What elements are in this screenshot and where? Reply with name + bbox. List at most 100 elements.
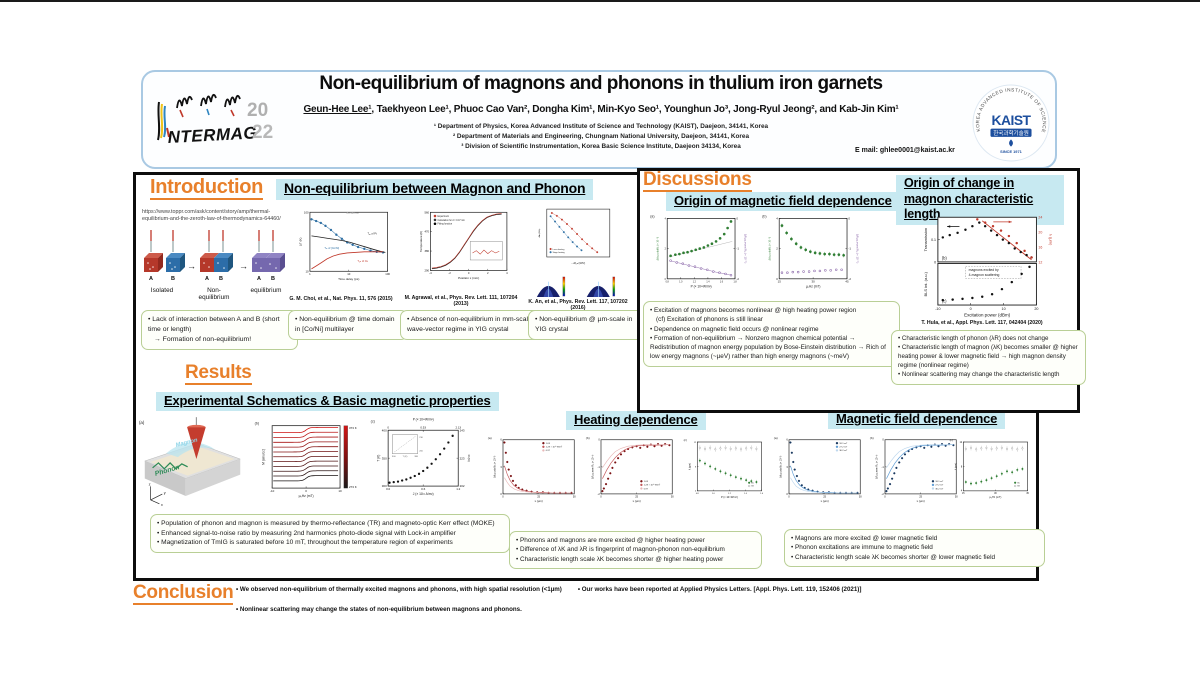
fig-magnetic-a: (a) 0 25 50 0 3 6 x (µm) Δθ₂ω,odd/θ₀ (× 10⁻³) 18.… [770, 433, 865, 513]
affiliation-3: ³ Division of Scientific Instrumentation… [461, 142, 741, 150]
svg-text:2: 2 [776, 247, 778, 251]
intro-heading: Introduction [150, 176, 264, 200]
arrow-icon: → [239, 261, 248, 271]
cubes-caption-equilibrium: equilibrium [251, 287, 282, 294]
svg-text:223: 223 [460, 456, 465, 460]
svg-text:(a): (a) [488, 436, 492, 440]
kaist-flame-icon [1009, 139, 1013, 147]
svg-text:T (K): T (K) [376, 455, 380, 462]
svg-text:0: 0 [786, 492, 788, 496]
svg-text:(c): (c) [950, 438, 953, 442]
svg-text:µ₀Hz (mT): µ₀Hz (mT) [299, 494, 314, 498]
svg-text:0: 0 [934, 260, 936, 264]
svg-text:10: 10 [338, 489, 342, 493]
svg-text:λ (µm): λ (µm) [1049, 234, 1054, 246]
svg-text:36.2 mT: 36.2 mT [839, 450, 848, 452]
svg-text:P (× 10¹¹W/m³): P (× 10¹¹W/m³) [721, 495, 738, 499]
svg-text:x (µm): x (µm) [535, 499, 543, 503]
svg-text:0: 0 [598, 438, 600, 442]
svg-text:Fitting function: Fitting function [438, 223, 453, 226]
intermag-scribble [176, 95, 193, 109]
intermag-stroke-blue [163, 105, 167, 138]
cubes-caption-isolated: Isolated [151, 287, 174, 294]
cube-label: A [205, 276, 209, 282]
discussions-bullet-box-2: • Characteristic length of phonon (λR) d… [891, 330, 1086, 385]
svg-text:0: 0 [736, 216, 738, 220]
results-heading: Results [185, 362, 252, 385]
heating-bullet-box: • Phonons and magnons are more excited @… [509, 531, 762, 569]
phonon-wave [152, 462, 188, 470]
svg-text:(c): (c) [684, 438, 687, 442]
fig-magnetic-b: (b) 0 25 50 -2 -1 0 x (µm) ΔR₂ω,even/R₀ (× 10⁻⁴)… [866, 433, 961, 513]
svg-text:230: 230 [419, 437, 423, 439]
svg-text:-2: -2 [848, 277, 851, 281]
fig-heating-b: (b) 0 25 50 -2 -1 0 x (µm) ΔR₂ω,even/R₀ (× 10⁻⁴)… [582, 433, 677, 513]
conclusion-bullet-1: • We observed non-equilibrium of thermal… [236, 586, 562, 593]
citation-agrawal: M. Agrawal, et al., Phys. Rev. Lett. 111… [404, 295, 518, 307]
svg-text:10: 10 [1002, 307, 1006, 311]
svg-text:λK: λK [751, 482, 754, 484]
intermag-accent [230, 109, 235, 117]
panel-label: (a) [139, 420, 145, 425]
cube-label: B [171, 276, 175, 282]
svg-text:290: 290 [424, 268, 429, 272]
svg-text:Tₘ of [Co/Ni]: Tₘ of [Co/Ni] [324, 246, 339, 250]
cube-label: A [149, 276, 153, 282]
svg-text:350: 350 [382, 456, 387, 460]
svg-text:ΔR₂ω,even/R₀ (× 10⁻⁴): ΔR₂ω,even/R₀ (× 10⁻⁴) [856, 234, 860, 263]
author-list: Geun-Hee Lee¹, Taekhyeon Lee¹, Phuoc Cao… [287, 104, 915, 115]
svg-text:24: 24 [1038, 216, 1042, 220]
svg-text:50: 50 [671, 494, 674, 498]
svg-text:27.2 mT: 27.2 mT [935, 485, 944, 487]
header-box [141, 70, 1057, 169]
svg-text:0: 0 [468, 271, 470, 275]
svg-text:Δfₘ (GHz): Δfₘ (GHz) [538, 228, 541, 237]
svg-text:Temperature (K): Temperature (K) [419, 231, 423, 252]
fig-an-scatter: − Δfₚₕ (GHz) Δfₘ (GHz) Laser heating Stage … [530, 203, 614, 274]
fig-an-simulation-domes [533, 274, 629, 299]
intermag-year-top: 20 [247, 100, 268, 121]
svg-text:1.0: 1.0 [679, 282, 683, 284]
svg-text:0: 0 [502, 494, 504, 498]
magnetic-bullet-box: • Magnons are more excited @ lower magne… [784, 529, 1045, 567]
fig-discussion-power: (a) 0.8 1.0 1.2 1.4 1.6 1.8 0 2 4 -2 -1 0 P (× 10¹¹W/… [646, 211, 752, 300]
colorbar [562, 276, 566, 297]
intro-bullet-box-1: • Lack of interaction between A and B (s… [141, 310, 298, 350]
svg-text:ΔR₂ω,even/R₀ (× 10⁻⁴): ΔR₂ω,even/R₀ (× 10⁻⁴) [874, 454, 878, 479]
discussions-subheading-1: Origin of magnetic field dependence [666, 192, 900, 212]
axes-triad [150, 486, 163, 505]
fig-choi-time-domain: 1 10 100 10 100 Time delay (ps) ΔT (K) Cu 930 n… [289, 205, 393, 292]
svg-text:-1: -1 [736, 247, 739, 251]
colorbar [612, 276, 616, 297]
svg-text:0.8: 0.8 [666, 282, 670, 284]
svg-text:20: 20 [1034, 307, 1038, 311]
svg-text:ΔR₂ω,even/R₀ (× 10⁻⁴): ΔR₂ω,even/R₀ (× 10⁻⁴) [590, 454, 594, 479]
svg-text:2: 2 [665, 249, 667, 251]
svg-text:(b): (b) [870, 436, 874, 440]
svg-text:1.4: 1.4 [706, 282, 710, 284]
results-subheading: Experimental Schematics & Basic magnetic… [156, 392, 499, 412]
svg-text:ΔR₂ω,even/R₀ (× 10⁻⁴): ΔR₂ω,even/R₀ (× 10⁻⁴) [744, 234, 748, 263]
cube-red [200, 253, 219, 272]
cube-blue [166, 253, 185, 272]
discussions-subheading-2: Origin of change in magnon characteristi… [896, 175, 1064, 225]
svg-text:1.28 × 10¹¹ W/m³: 1.28 × 10¹¹ W/m³ [644, 484, 661, 487]
svg-text:6: 6 [786, 438, 788, 442]
svg-text:27.2 mT: 27.2 mT [839, 447, 848, 449]
svg-text:4: 4 [961, 491, 963, 493]
svg-text:x (µm): x (µm) [633, 499, 641, 503]
svg-text:0: 0 [884, 494, 886, 498]
svg-text:Time delay (ps): Time delay (ps) [338, 277, 359, 281]
svg-text:Tₚₕ of Cu: Tₚₕ of Cu [357, 259, 368, 263]
svg-text:Stage heating: Stage heating [553, 251, 565, 254]
svg-text:1.2: 1.2 [456, 487, 460, 491]
svg-text:-1: -1 [597, 465, 600, 469]
svg-text:0.1: 0.1 [931, 238, 936, 242]
svg-text:-2: -2 [736, 277, 739, 281]
svg-text:Δθ₂ω,odd/θ₀ (× 10⁻³): Δθ₂ω,odd/θ₀ (× 10⁻³) [779, 456, 782, 478]
svg-text:6: 6 [500, 438, 502, 442]
svg-text:(a): (a) [774, 436, 778, 440]
svg-text:Position x (mm): Position x (mm) [458, 276, 479, 280]
svg-text:0.97: 0.97 [546, 450, 551, 452]
svg-text:R (Ω): R (Ω) [467, 455, 471, 462]
